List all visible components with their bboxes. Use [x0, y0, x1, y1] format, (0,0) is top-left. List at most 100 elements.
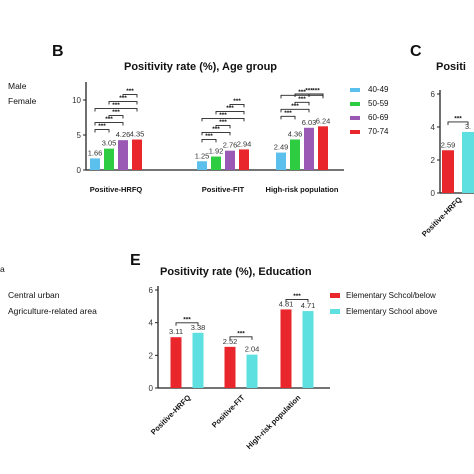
bar [104, 148, 114, 170]
bar [170, 337, 182, 388]
significance-label: *** [105, 116, 113, 123]
bar [132, 139, 142, 170]
bar [225, 150, 235, 170]
significance-bracket [175, 322, 199, 326]
significance-bracket [94, 108, 138, 112]
value-label: 3.11 [169, 327, 183, 336]
bar [276, 152, 286, 170]
panel-e-title: Positivity rate (%), Education [160, 266, 312, 278]
x-tick-label: Positive-FIT [210, 393, 247, 430]
value-label: 4.26 [116, 130, 131, 139]
significance-bracket [280, 115, 296, 120]
y-tick-label: 2 [149, 351, 154, 360]
panel-letter-e: E [130, 252, 141, 269]
significance-bracket [201, 138, 217, 143]
legend-label: 60-69 [368, 113, 389, 122]
agriculture-area-label: Agriculture-related area [8, 306, 97, 316]
bar [197, 161, 207, 170]
significance-bracket [215, 110, 245, 115]
y-tick-label: 6 [149, 286, 154, 295]
x-tick-label: High-risk population [244, 393, 302, 451]
legend-label: Elementary Schcol/below [346, 291, 436, 300]
legend-swatch [350, 130, 360, 134]
legend-swatch [350, 116, 360, 120]
significance-bracket [108, 101, 138, 105]
value-label: 4.81 [279, 299, 294, 308]
significance-label: *** [291, 103, 299, 110]
x-tick-label: Positive-HRFQ [149, 393, 193, 437]
significance-bracket [122, 94, 138, 98]
bar [118, 140, 128, 170]
y-tick-label: 4 [149, 319, 154, 328]
significance-label: *** [305, 88, 313, 95]
panel-b-legend: 40-49 50-59 60-69 70-74 [350, 85, 389, 136]
significance-bracket [308, 93, 324, 97]
female-label: Female [8, 96, 37, 106]
y-tick-label: 4 [431, 123, 436, 132]
significance-bracket [94, 122, 124, 126]
significance-label: *** [126, 88, 134, 95]
value-label: 2.04 [245, 345, 260, 354]
significance-bracket [201, 117, 245, 122]
significance-label: *** [298, 96, 306, 103]
significance-label: *** [454, 115, 462, 122]
significance-label: *** [298, 89, 306, 96]
significance-label: *** [112, 102, 120, 109]
value-label: 3.38 [191, 323, 206, 332]
bar [211, 156, 221, 170]
value-label: 2.49 [274, 143, 289, 152]
value-label: 6.03 [302, 118, 317, 127]
panel-letter-c: C [410, 43, 422, 60]
value-label: 4.35 [130, 130, 145, 139]
panel-e-legend: Elementary Schcol/below Elementary School… [330, 291, 438, 316]
legend-swatch [350, 88, 360, 92]
panel-b-title: Positivity rate (%), Age group [124, 61, 277, 73]
significance-label: *** [233, 98, 241, 105]
y-tick-label: 6 [431, 90, 436, 99]
x-tick-label: High-risk population [266, 185, 339, 194]
y-tick-label: 2 [431, 156, 436, 165]
legend-swatch [350, 102, 360, 106]
legend-label: Elementary School above [346, 307, 438, 316]
panel-c-title: Positi [436, 61, 466, 73]
value-label: 3.05 [102, 139, 117, 148]
significance-label: *** [219, 119, 227, 126]
significance-label: *** [312, 88, 320, 95]
bar [192, 332, 204, 388]
significance-label: *** [284, 110, 292, 117]
legend-label: 40-49 [368, 85, 389, 94]
value-label: 1.92 [209, 147, 224, 156]
value-label: 4.71 [301, 301, 316, 310]
significance-label: *** [183, 316, 191, 323]
male-label: Male [8, 81, 27, 91]
significance-bracket [201, 131, 231, 136]
significance-bracket [285, 298, 309, 303]
significance-label: *** [98, 123, 106, 130]
x-tick-label: Positive-FIT [202, 185, 245, 194]
significance-bracket [229, 103, 245, 108]
panel-letter-b: B [52, 43, 64, 60]
value-label: 2.94 [237, 139, 252, 148]
y-tick-label: 5 [77, 131, 82, 140]
x-tick-label: Positive-HRFQ [90, 185, 143, 194]
significance-label: *** [205, 133, 213, 140]
legend-swatch [330, 309, 340, 314]
y-tick-label: 0 [149, 384, 154, 393]
significance-label: *** [237, 330, 245, 337]
bar [246, 354, 258, 388]
fragment-label: a [0, 264, 5, 274]
significance-label: *** [212, 126, 220, 133]
bar [224, 346, 236, 388]
value-label: 1.25 [195, 151, 210, 160]
significance-bracket [280, 108, 310, 113]
significance-label: *** [112, 109, 120, 116]
significance-bracket [294, 101, 310, 106]
significance-label: *** [226, 105, 234, 112]
significance-label: *** [219, 112, 227, 119]
bar [90, 158, 100, 170]
bar [290, 139, 300, 170]
value-label: 3. [465, 122, 471, 131]
bar [302, 311, 314, 388]
